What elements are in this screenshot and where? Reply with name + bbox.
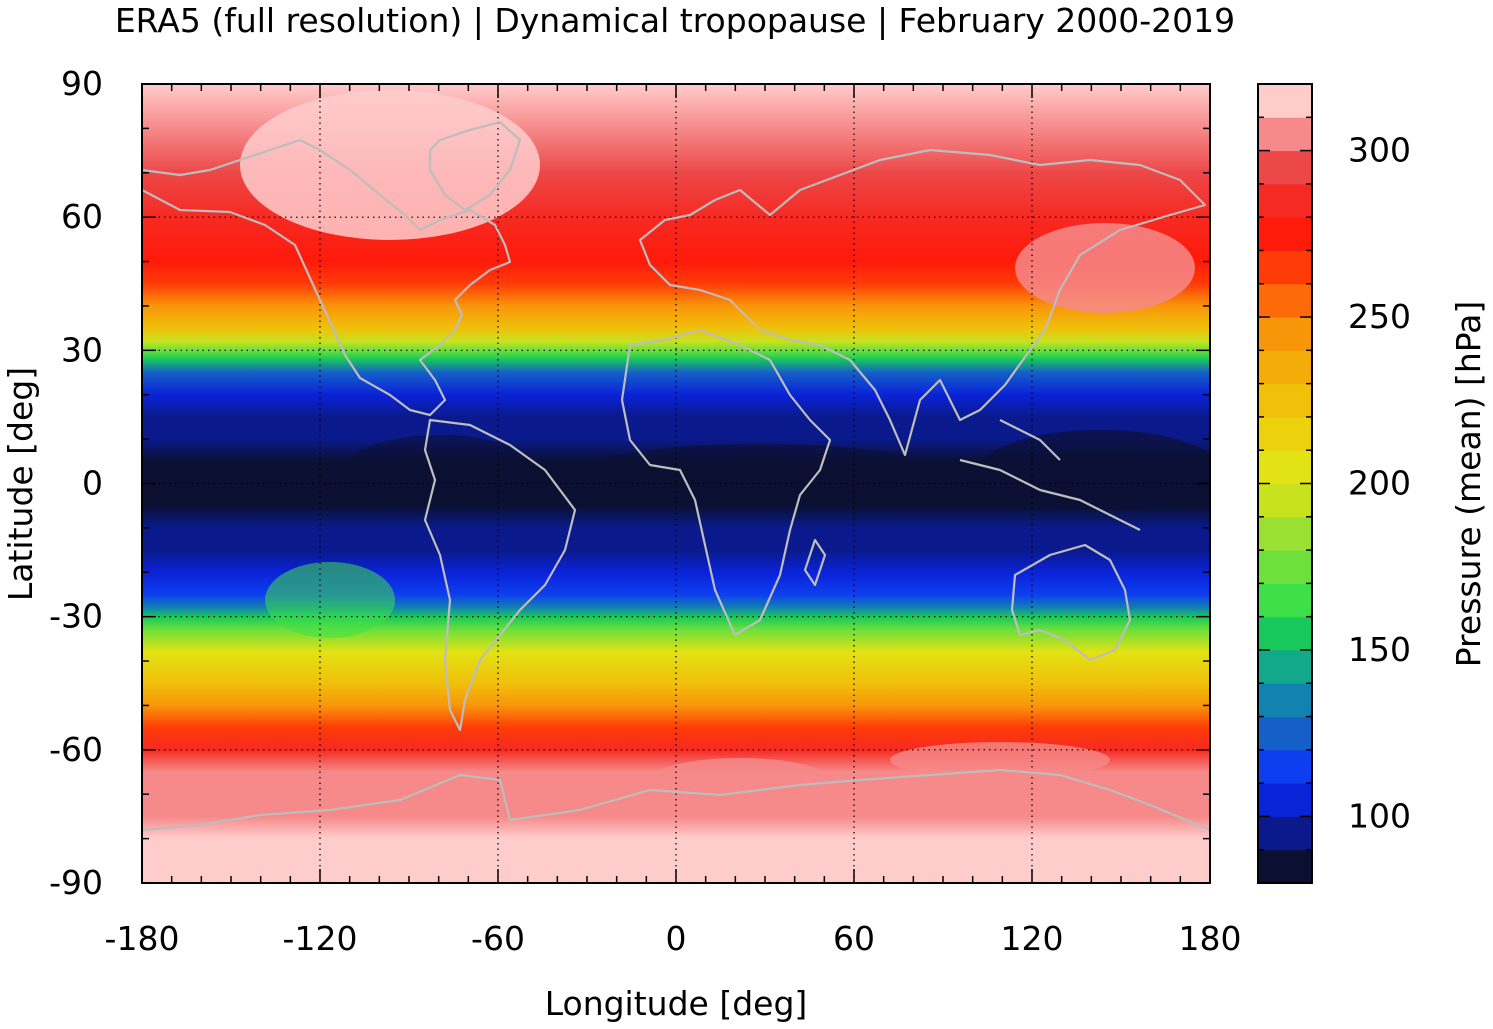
colorbar-level [1258, 350, 1312, 385]
coastline-africa [620, 328, 832, 637]
colorbar-level [1258, 483, 1312, 518]
x-tick-labels: -180 -120 -60 0 60 120 180 [105, 919, 1242, 958]
colorbar-level [1258, 649, 1312, 684]
colorbar-level [1258, 783, 1312, 817]
anomaly-antarctic-light-2 [890, 742, 1110, 778]
colorbar-level [1258, 416, 1312, 451]
colorbar-level [1258, 516, 1312, 551]
colorbar-tick-labels: 100 150 200 250 300 [1348, 131, 1411, 836]
coastlines [142, 120, 1210, 832]
colorbar-level [1258, 749, 1312, 784]
y-tick-label: 90 [61, 64, 103, 103]
plot-area [141, 83, 1211, 884]
colorbar-level [1258, 217, 1312, 251]
y-axis-label: Latitude [deg] [1, 367, 40, 601]
colorbar-level [1258, 816, 1312, 851]
colorbar-tick-label: 100 [1348, 796, 1411, 835]
anomaly-north-america [240, 90, 540, 240]
colorbar-level [1258, 550, 1312, 584]
x-tick-label: 0 [666, 919, 687, 958]
colorbar-tick-label: 150 [1348, 630, 1411, 669]
x-tick-label: 60 [833, 919, 875, 958]
colorbar-level [1258, 84, 1312, 118]
x-tick-label: -60 [471, 919, 525, 958]
y-tick-label: -60 [49, 730, 103, 769]
anomaly-tropics-pacific-low [980, 430, 1210, 510]
y-tick-label: -30 [49, 597, 103, 636]
x-tick-label: 120 [1001, 919, 1064, 958]
y-tick-labels: 90 60 30 0 -30 -60 -90 [49, 64, 103, 902]
colorbar-level [1258, 683, 1312, 718]
colorbar-level [1258, 117, 1312, 152]
coastline-north-america [142, 138, 512, 417]
anomaly-tropics-america-low [345, 435, 535, 505]
colorbar-level [1258, 583, 1312, 618]
chart-title: ERA5 (full resolution) | Dynamical tropo… [115, 1, 1235, 40]
colorbar-level [1258, 250, 1312, 285]
plot-frame [141, 83, 1211, 884]
colorbar-tick-label: 300 [1348, 131, 1411, 170]
colorbar-level [1258, 716, 1312, 751]
coastline-europe-asia [638, 148, 1207, 457]
x-tick-label: -120 [283, 919, 358, 958]
coastline-madagascar [803, 538, 827, 587]
anomaly-south-pacific-green [265, 562, 395, 638]
colorbar-frame [1257, 83, 1313, 884]
colorbar-level [1258, 283, 1312, 318]
colorbar-level [1258, 849, 1312, 884]
x-axis-label: Longitude [deg] [545, 984, 808, 1023]
coastline-australia [1010, 543, 1132, 662]
colorbar-level [1258, 317, 1312, 351]
colorbar-level [1258, 150, 1312, 185]
coastline-maritime-asia [959, 419, 1141, 531]
colorbar-level [1258, 383, 1312, 418]
y-tick-label: -90 [49, 863, 103, 902]
anomaly-tropics-atlantic-low [580, 444, 940, 500]
colorbar-tick-label: 250 [1348, 297, 1411, 336]
colorbar-level [1258, 616, 1312, 651]
colorbar-level [1258, 450, 1312, 484]
anomaly-east-asia [1015, 223, 1195, 313]
y-tick-label: 30 [61, 330, 103, 369]
x-tick-label: 180 [1179, 919, 1242, 958]
colorbar [1258, 84, 1312, 884]
coastline-south-america [423, 418, 577, 732]
x-ticks [141, 84, 1211, 883]
coastline-greenland [428, 120, 522, 212]
colorbar-label: Pressure (mean) [hPa] [1449, 301, 1488, 668]
colorbar-tick-label: 200 [1348, 464, 1411, 503]
regional-anomalies [240, 90, 1210, 802]
coastline-antarctica [142, 768, 1210, 832]
anomaly-antarctic-light [650, 758, 830, 802]
x-tick-label: -180 [105, 919, 180, 958]
y-tick-label: 60 [61, 197, 103, 236]
y-tick-label: 0 [82, 464, 103, 503]
colorbar-level [1258, 183, 1312, 218]
